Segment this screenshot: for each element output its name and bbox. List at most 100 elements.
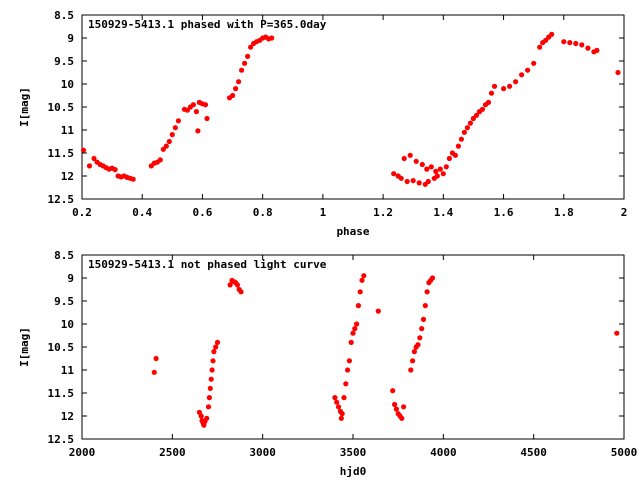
- unphased-data-points: [151, 273, 620, 428]
- phased-light-curve-panel: 0.2 0.4 0.6 0.8 1 1.2 1.4 1.6 1.8 2 8.5 9 9.5 10 10.5 1…: [18, 9, 627, 238]
- unphased-x-axis-label: hjd0: [340, 465, 367, 478]
- unphased-data-point: [208, 376, 214, 382]
- phased-data-point: [452, 152, 458, 158]
- phased-data-point: [525, 67, 531, 73]
- phased-data-point: [407, 152, 413, 158]
- phased-data-point: [531, 60, 537, 66]
- phased-data-point: [91, 155, 97, 162]
- unphased-data-point: [341, 395, 347, 401]
- unphased-data-point: [429, 275, 436, 281]
- unphased-y-tick-label: 12.5: [48, 433, 75, 446]
- unphased-data-point: [227, 282, 233, 288]
- unphased-data-point: [151, 369, 157, 375]
- unphased-data-point: [350, 330, 356, 336]
- phased-x-tick-label: 1.6: [494, 206, 514, 219]
- unphased-data-point: [410, 358, 416, 364]
- unphased-y-tick-label: 10.5: [48, 341, 75, 354]
- phased-data-point: [594, 47, 600, 54]
- unphased-y-tick-label: 11.5: [48, 387, 75, 400]
- phased-data-point: [485, 99, 492, 105]
- phased-data-point: [424, 166, 430, 172]
- unphased-data-point: [207, 385, 213, 391]
- unphased-data-point: [234, 282, 240, 288]
- phased-data-point: [112, 167, 118, 173]
- phased-data-point: [169, 132, 175, 138]
- phased-data-point: [464, 125, 470, 131]
- unphased-data-point: [352, 326, 358, 332]
- phased-data-point: [579, 42, 585, 48]
- unphased-data-point: [238, 289, 244, 295]
- unphased-data-point: [355, 303, 361, 309]
- phased-data-point: [413, 158, 419, 164]
- phased-x-tick-label: 0.2: [72, 206, 92, 219]
- phased-data-point: [419, 161, 425, 168]
- phased-data-point: [440, 171, 446, 177]
- phased-data-point: [401, 155, 407, 162]
- unphased-data-point: [153, 355, 159, 362]
- phased-data-point: [80, 147, 87, 153]
- unphased-x-tick-label: 3000: [249, 446, 276, 459]
- phased-data-point: [175, 118, 181, 124]
- phased-y-tick-label: 8.5: [54, 9, 74, 22]
- phased-data-point: [195, 128, 201, 134]
- phased-data-point: [202, 102, 209, 108]
- phased-data-point: [561, 39, 567, 45]
- phased-data-point: [242, 60, 248, 66]
- unphased-x-tick-label: 3500: [340, 446, 367, 459]
- unphased-data-point: [339, 411, 345, 417]
- phased-data-point: [585, 45, 591, 51]
- unphased-data-point: [209, 367, 215, 373]
- phased-data-point: [507, 83, 513, 89]
- unphased-data-point: [332, 395, 338, 401]
- phased-data-point: [410, 178, 416, 184]
- phased-x-tick-label: 1.2: [373, 206, 393, 219]
- phased-data-point: [433, 168, 439, 174]
- phased-y-tick-label: 12: [61, 170, 74, 183]
- unphased-data-point: [335, 404, 342, 410]
- phased-data-point: [519, 72, 525, 78]
- unphased-data-point: [357, 289, 363, 295]
- unphased-chart-title: 150929-5413.1 not phased light curve: [88, 258, 327, 271]
- unphased-data-point: [415, 342, 421, 348]
- unphased-data-point: [210, 358, 216, 364]
- unphased-data-point: [343, 381, 349, 387]
- phased-data-point: [428, 164, 434, 170]
- phased-data-point: [204, 115, 210, 122]
- unphased-data-point: [392, 401, 398, 408]
- phased-data-point: [166, 138, 172, 145]
- unphased-data-point: [390, 388, 396, 394]
- unphased-y-tick-label: 12: [61, 410, 74, 423]
- phased-data-point: [233, 86, 239, 92]
- unphased-data-point: [411, 349, 417, 355]
- phased-data-point: [404, 178, 410, 185]
- phased-data-point: [425, 178, 431, 185]
- phased-x-tick-label: 1: [320, 206, 327, 219]
- unphased-data-point: [401, 404, 407, 410]
- unphased-data-point: [399, 415, 405, 421]
- unphased-light-curve-panel: 2000 2500 3000 3500 4000 4500 5000 8.5 9 9.5 10 10.…: [18, 249, 637, 478]
- phased-data-point: [467, 120, 473, 126]
- phased-data-point: [157, 157, 163, 163]
- unphased-x-tick-label: 5000: [611, 446, 638, 459]
- phased-data-point: [416, 180, 422, 186]
- unphased-data-point: [205, 404, 212, 410]
- unphased-data-point: [345, 367, 351, 373]
- unphased-x-tick-label: 4500: [520, 446, 547, 459]
- phased-data-point: [567, 40, 573, 46]
- phased-x-axis-label: phase: [336, 225, 369, 238]
- phased-data-point: [549, 31, 555, 37]
- phased-data-point: [248, 44, 254, 50]
- unphased-data-point: [614, 330, 620, 336]
- phased-y-tick-label: 10.5: [48, 101, 75, 114]
- phased-data-point: [446, 155, 452, 162]
- phased-axis-ticks: 0.2 0.4 0.6 0.8 1 1.2 1.4 1.6 1.8 2 8.5 9 9.5 10 10.5 1…: [48, 9, 628, 219]
- phased-data-point: [491, 83, 498, 89]
- phased-chart-title: 150929-5413.1 phased with P=365.0day: [88, 18, 327, 31]
- phased-data-point: [537, 44, 543, 50]
- phased-data-points: [80, 31, 621, 187]
- phased-data-point: [239, 67, 245, 73]
- phased-data-point: [573, 40, 579, 47]
- phased-data-point: [473, 112, 480, 118]
- phased-data-point: [479, 106, 486, 112]
- phased-x-tick-label: 0.6: [193, 206, 213, 219]
